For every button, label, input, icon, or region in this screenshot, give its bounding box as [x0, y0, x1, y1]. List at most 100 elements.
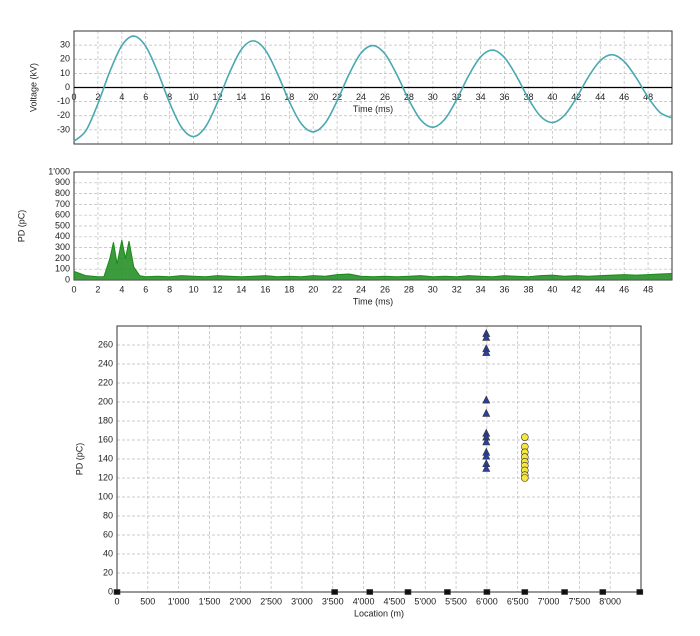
- x-tick-label: 10: [189, 284, 199, 294]
- x-tick-label: 16: [260, 284, 270, 294]
- y-tick-label: 200: [98, 396, 113, 406]
- pd-line: [73, 239, 673, 278]
- y-tick-label: 800: [55, 188, 70, 198]
- y-tick-label: 10: [60, 68, 70, 78]
- point: [599, 589, 607, 595]
- y-axis-label: PD (pC): [16, 210, 26, 243]
- x-tick-label: 20: [308, 284, 318, 294]
- x-tick-label: 4: [119, 92, 124, 102]
- x-tick-label: 36: [500, 92, 510, 102]
- x-tick-label: 46: [619, 284, 629, 294]
- plot-frame: [116, 325, 642, 593]
- y-tick-label: 900: [55, 177, 70, 187]
- point: [521, 589, 529, 595]
- y-tick-label: 100: [55, 264, 70, 274]
- y-tick-label: 260: [98, 339, 113, 349]
- y-tick-label: 500: [55, 220, 70, 230]
- x-tick-label: 22: [332, 284, 342, 294]
- x-axis-label: Time (ms): [353, 104, 393, 114]
- x-tick-label: 48: [643, 284, 653, 294]
- plot-frame: [73, 171, 673, 281]
- x-tick-label: 7'000: [538, 596, 560, 606]
- y-tick-label: 0: [65, 82, 70, 92]
- x-tick-label: 40: [547, 284, 557, 294]
- x-tick-label: 7'500: [568, 596, 590, 606]
- y-tick-label: 80: [103, 510, 113, 520]
- point: [482, 463, 491, 472]
- x-tick-label: 14: [236, 284, 246, 294]
- x-tick-label: 26: [380, 284, 390, 294]
- x-tick-label: 0: [71, 284, 76, 294]
- x-tick-label: 4'500: [384, 596, 406, 606]
- y-tick-label: 300: [55, 242, 70, 252]
- x-tick-label: 5'500: [445, 596, 467, 606]
- y-tick-label: 40: [103, 548, 113, 558]
- x-tick-label: 2: [95, 92, 100, 102]
- x-tick-label: 5'000: [414, 596, 436, 606]
- y-tick-label: 0: [108, 586, 113, 596]
- y-tick-label: 20: [60, 54, 70, 64]
- x-tick-label: 4'000: [353, 596, 375, 606]
- x-tick-label: 24: [356, 92, 366, 102]
- point: [520, 433, 529, 441]
- point: [482, 408, 491, 417]
- point: [331, 589, 338, 595]
- x-tick-label: 12: [213, 92, 223, 102]
- x-tick-label: 16: [260, 92, 270, 102]
- point: [113, 589, 121, 595]
- x-tick-label: 28: [404, 284, 414, 294]
- x-tick-label: 32: [452, 284, 462, 294]
- x-tick-label: 44: [595, 284, 605, 294]
- x-tick-label: 18: [284, 284, 294, 294]
- x-axis-label: Time (ms): [353, 296, 393, 306]
- x-tick-label: 3'000: [291, 596, 313, 606]
- x-tick-label: 32: [452, 92, 462, 102]
- x-tick-label: 38: [523, 92, 533, 102]
- y-tick-label: 240: [98, 358, 113, 368]
- x-tick-label: 6: [143, 284, 148, 294]
- y-tick-label: 700: [55, 199, 70, 209]
- y-tick-label: 200: [55, 253, 70, 263]
- voltage-line: [73, 35, 673, 142]
- x-tick-label: 1'000: [168, 596, 190, 606]
- x-tick-label: 30: [428, 284, 438, 294]
- x-axis-label: Location (m): [354, 608, 404, 618]
- x-tick-label: 28: [404, 92, 414, 102]
- x-tick-label: 2'000: [229, 596, 251, 606]
- x-tick-label: 2: [95, 284, 100, 294]
- point: [444, 589, 451, 595]
- x-tick-label: 22: [332, 92, 342, 102]
- x-tick-label: 10: [189, 92, 199, 102]
- x-tick-label: 4: [119, 284, 124, 294]
- x-tick-label: 44: [595, 92, 605, 102]
- x-tick-label: 6'000: [476, 596, 498, 606]
- x-tick-label: 20: [308, 92, 318, 102]
- x-tick-label: 6'500: [507, 596, 529, 606]
- y-tick-label: -30: [57, 124, 70, 134]
- y-tick-label: 600: [55, 210, 70, 220]
- x-tick-label: 30: [428, 92, 438, 102]
- x-tick-label: 14: [236, 92, 246, 102]
- x-tick-label: 8'000: [599, 596, 621, 606]
- x-tick-label: 42: [571, 284, 581, 294]
- point: [482, 395, 491, 404]
- y-tick-label: 400: [55, 231, 70, 241]
- y-tick-label: 160: [98, 434, 113, 444]
- point: [482, 437, 491, 446]
- y-tick-label: 100: [98, 491, 113, 501]
- y-axis-label: Voltage (kV): [28, 63, 38, 112]
- x-tick-label: 46: [619, 92, 629, 102]
- y-tick-label: 140: [98, 453, 113, 463]
- y-tick-label: 220: [98, 377, 113, 387]
- y-tick-label: 30: [60, 40, 70, 50]
- point: [561, 589, 568, 595]
- y-axis-label: PD (pC): [74, 443, 84, 476]
- y-tick-label: 0: [65, 274, 70, 284]
- x-tick-label: 3'500: [322, 596, 344, 606]
- x-tick-label: 1'500: [199, 596, 221, 606]
- x-tick-label: 2'500: [260, 596, 282, 606]
- y-tick-label: 180: [98, 415, 113, 425]
- point: [636, 589, 644, 595]
- x-tick-label: 0: [114, 596, 119, 606]
- x-tick-label: 8: [167, 284, 172, 294]
